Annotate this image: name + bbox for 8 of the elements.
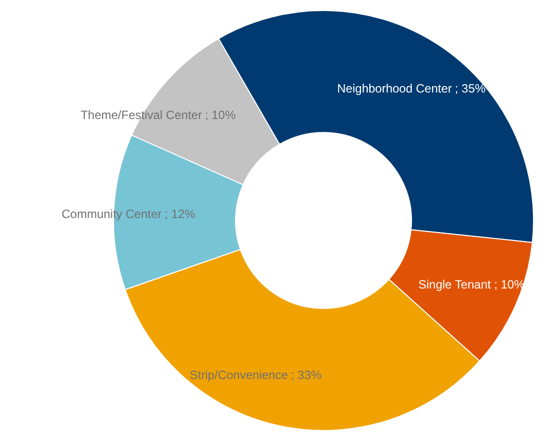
slice-label: Theme/Festival Center: [80, 108, 202, 122]
slice-label: Neighborhood Center: [337, 81, 452, 96]
slice-label: Strip/Convenience: [190, 368, 288, 382]
data-label: ; 10%: [204, 108, 236, 122]
data-label: ; 35%: [454, 81, 486, 96]
slice-label: Single Tenant: [418, 278, 492, 292]
data-label: ; 12%: [164, 206, 196, 221]
data-label: ; 33%: [290, 368, 322, 382]
